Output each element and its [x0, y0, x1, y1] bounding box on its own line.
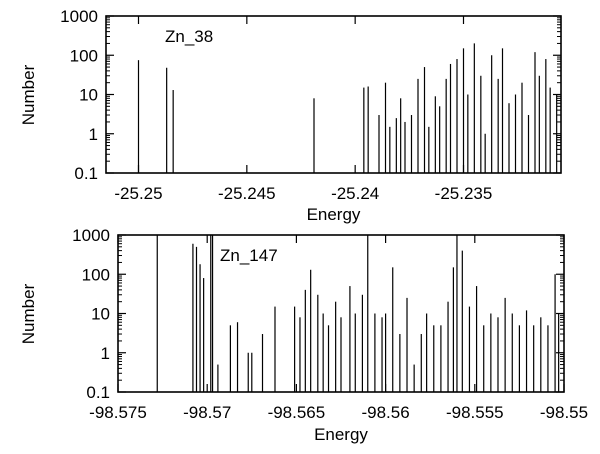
y-tick-label: 100 [70, 46, 98, 65]
y-tick-label: 1 [89, 125, 98, 144]
x-tick-label: -25.235 [435, 184, 493, 203]
y-axis-title: Number [19, 64, 38, 125]
x-tick-label: -98.57 [183, 403, 231, 422]
panel-label: Zn_38 [165, 27, 213, 46]
x-axis-title: Energy [307, 205, 361, 224]
x-axis-title: Energy [314, 425, 368, 444]
y-tick-label: 10 [79, 86, 98, 105]
x-tick-label: -98.55 [540, 403, 588, 422]
y-tick-label: 10 [91, 305, 110, 324]
y-tick-label: 1000 [72, 226, 110, 245]
y-tick-label: 100 [82, 265, 110, 284]
x-tick-label: -25.25 [114, 184, 162, 203]
x-tick-label: -25.245 [218, 184, 276, 203]
y-tick-label: 1 [101, 344, 110, 363]
x-tick-label: -98.555 [446, 403, 504, 422]
x-tick-label: -98.565 [268, 403, 326, 422]
chart-panel-1: 0.1 1 10 100 1000 -25.25 -25.245 -25.24 -25.235 E… [19, 7, 562, 224]
bar-group [156, 235, 560, 392]
x-tick-label: -25.24 [331, 184, 379, 203]
y-tick-label: 1000 [60, 7, 98, 26]
y-tick-label: 0.1 [86, 383, 110, 402]
chart-panel-2: 0.1 1 10 100 1000 -98.575 -98.57 -98.565 -98.56 -… [19, 226, 588, 444]
x-tick-label: -98.575 [89, 403, 147, 422]
bar-group [137, 43, 558, 173]
y-tick-label: 0.1 [74, 164, 98, 183]
y-axis-title: Number [19, 283, 38, 344]
panel-label: Zn_147 [220, 246, 278, 265]
x-tick-label: -98.56 [361, 403, 409, 422]
